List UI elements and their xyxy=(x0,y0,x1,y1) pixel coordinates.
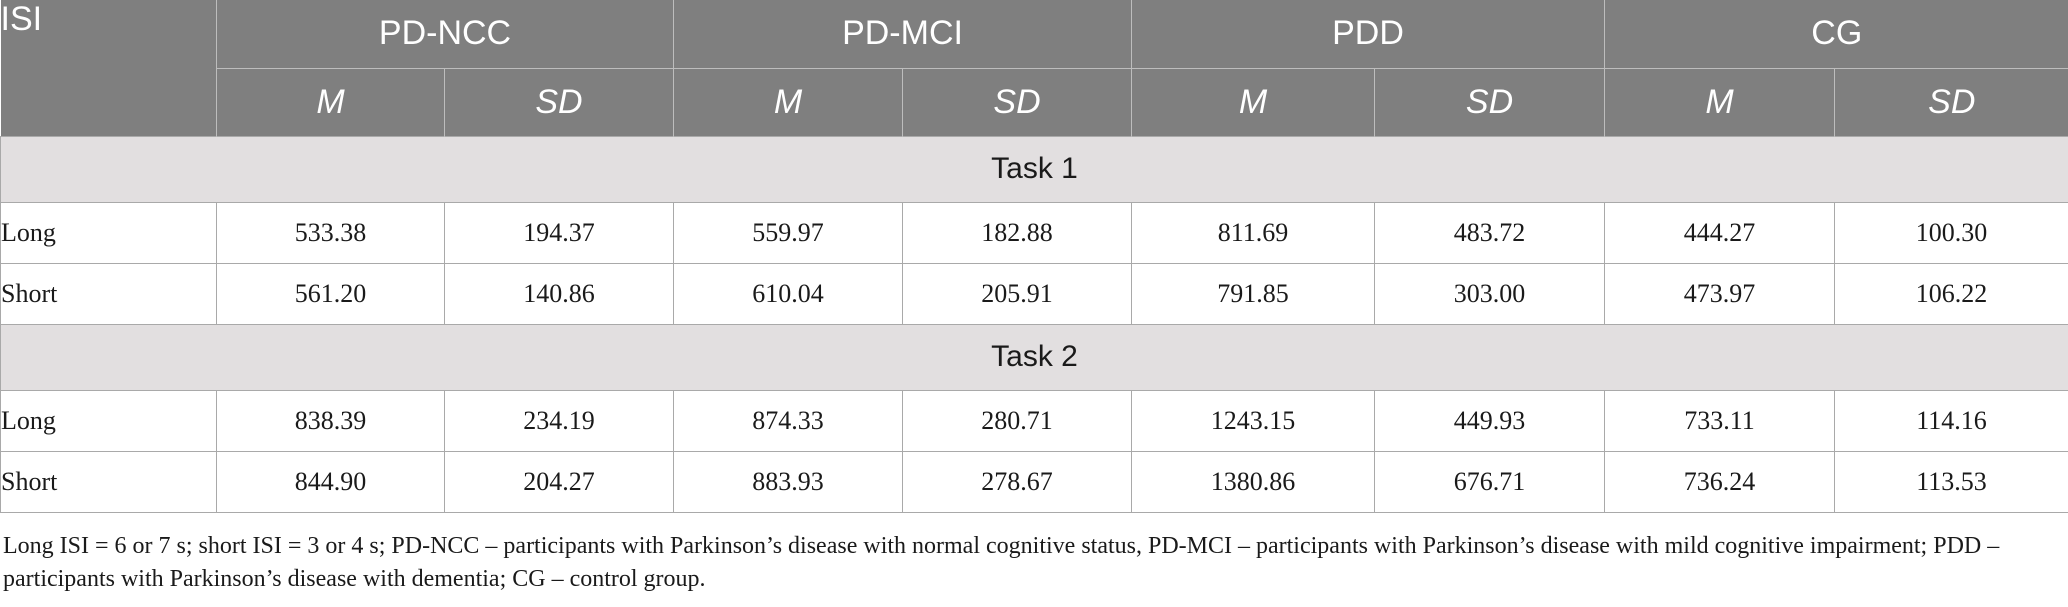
table-cell: 1243.15 xyxy=(1131,389,1376,452)
group-header-cg: CG xyxy=(1604,0,2068,69)
table-cell: 736.24 xyxy=(1604,450,1836,513)
table-cell: 194.37 xyxy=(444,201,674,264)
table-cell: 444.27 xyxy=(1604,201,1836,264)
table-cell: 610.04 xyxy=(673,262,903,325)
table-cell: 280.71 xyxy=(901,389,1133,452)
header-row-groups: ISI PD-NCC PD-MCI PDD CG xyxy=(0,0,2068,136)
table-cell: 473.97 xyxy=(1604,262,1836,325)
row-label: Long xyxy=(0,201,217,264)
table-cell: 533.38 xyxy=(216,201,445,264)
sub-header-sd: SD xyxy=(1834,68,2068,136)
section-title: Task 1 xyxy=(0,135,2068,203)
table-cell: 844.90 xyxy=(216,450,445,513)
table-cell: 791.85 xyxy=(1131,262,1376,325)
table-cell: 733.11 xyxy=(1604,389,1836,452)
sub-header-m: M xyxy=(673,68,903,136)
table-cell: 483.72 xyxy=(1374,201,1606,264)
table-cell: 100.30 xyxy=(1834,201,2068,264)
table-cell: 1380.86 xyxy=(1131,450,1376,513)
table-cell: 204.27 xyxy=(444,450,674,513)
table-cell: 811.69 xyxy=(1131,201,1376,264)
table-cell: 303.00 xyxy=(1374,262,1606,325)
table-cell: 114.16 xyxy=(1834,389,2068,452)
table-cell: 182.88 xyxy=(901,201,1133,264)
group-header-pd-ncc: PD-NCC xyxy=(216,0,674,69)
table-cell: 883.93 xyxy=(673,450,903,513)
table-cell: 205.91 xyxy=(901,262,1133,325)
row-label: Short xyxy=(0,262,217,325)
row-label: Long xyxy=(0,389,217,452)
header-row-stats: M SD M SD M SD M SD xyxy=(1,68,2068,136)
row-label: Short xyxy=(0,450,217,513)
sub-header-m: M xyxy=(216,68,445,136)
sub-header-sd: SD xyxy=(444,68,674,136)
table-cell: 140.86 xyxy=(444,262,674,325)
table-cell: 676.71 xyxy=(1374,450,1606,513)
table-cell: 106.22 xyxy=(1834,262,2068,325)
table-cell: 874.33 xyxy=(673,389,903,452)
table-row: Long 533.38 194.37 559.97 182.88 811.69 … xyxy=(0,201,2068,264)
table-cell: 559.97 xyxy=(673,201,903,264)
table-footnote: Long ISI = 6 or 7 s; short ISI = 3 or 4 … xyxy=(3,533,2000,592)
table-container: ISI PD-NCC PD-MCI PDD CG M SD M SD M SD … xyxy=(0,0,2068,513)
isi-header: ISI xyxy=(0,0,217,136)
table-row: Long 838.39 234.19 874.33 280.71 1243.15… xyxy=(0,389,2068,452)
sub-header-m: M xyxy=(1131,68,1375,136)
results-table: ISI PD-NCC PD-MCI PDD CG M SD M SD M SD … xyxy=(0,0,2068,513)
sub-header-sd: SD xyxy=(1374,68,1605,136)
group-header-pd-mci: PD-MCI xyxy=(672,0,1132,69)
sub-header-sd: SD xyxy=(901,68,1132,136)
table-cell: 561.20 xyxy=(216,262,445,325)
table-cell: 278.67 xyxy=(901,450,1133,513)
section-row: Task 2 xyxy=(0,323,2068,391)
table-row: Short 844.90 204.27 883.93 278.67 1380.8… xyxy=(0,450,2068,513)
section-title: Task 2 xyxy=(0,323,2068,391)
section-row: Task 1 xyxy=(0,135,2068,203)
table-cell: 234.19 xyxy=(444,389,674,452)
group-header-pdd: PDD xyxy=(1131,0,1605,69)
sub-header-m: M xyxy=(1604,68,1835,136)
table-cell: 449.93 xyxy=(1374,389,1606,452)
table-cell: 113.53 xyxy=(1834,450,2068,513)
table-row: Short 561.20 140.86 610.04 205.91 791.85… xyxy=(0,262,2068,325)
table-cell: 838.39 xyxy=(216,389,445,452)
